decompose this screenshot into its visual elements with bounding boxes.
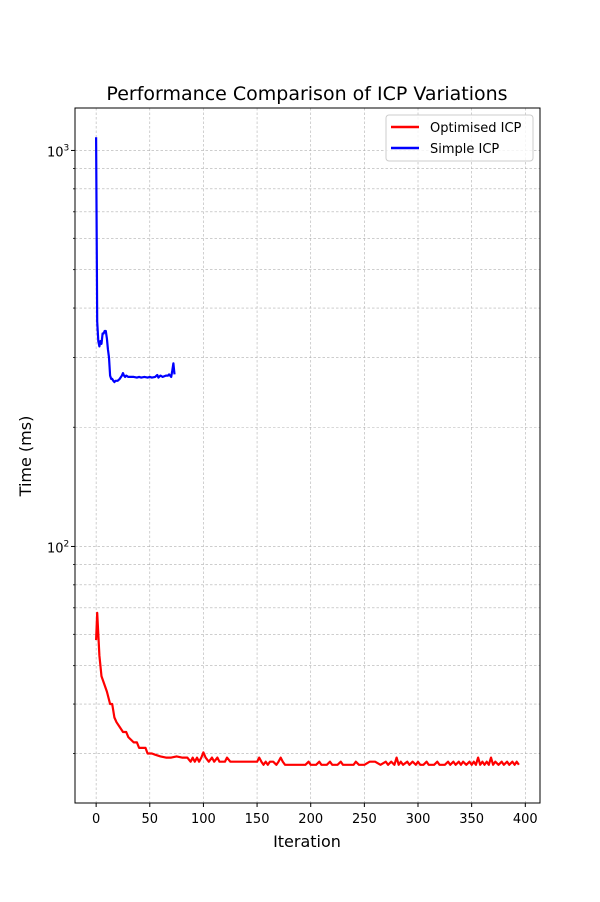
plot-frame xyxy=(74,107,541,804)
x-tick-label: 100 xyxy=(191,812,216,827)
x-tick-label: 50 xyxy=(142,812,159,827)
series-layer xyxy=(95,137,520,766)
x-axis: 0 50 100 150 200 250 300 350 400 xyxy=(92,803,538,827)
x-tick-label: 300 xyxy=(406,812,431,827)
x-tick-label: 150 xyxy=(245,812,270,827)
legend-box xyxy=(385,114,534,162)
legend: Optimised ICP Simple ICP xyxy=(385,114,534,162)
x-tick-label: 400 xyxy=(513,812,538,827)
x-tick-label: 250 xyxy=(352,812,377,827)
series-line-simple-icp xyxy=(95,137,176,384)
legend-label-simple-icp: Simple ICP xyxy=(430,142,499,157)
x-tick-label: 200 xyxy=(298,812,323,827)
y-tick-label: 102 xyxy=(47,539,69,556)
series-line-optimised-icp xyxy=(95,611,520,766)
grid xyxy=(75,108,540,803)
y-tick-label: 103 xyxy=(47,143,69,160)
y-axis-label: Time (ms) xyxy=(16,416,35,498)
x-tick-label: 350 xyxy=(459,812,484,827)
chart-title: Performance Comparison of ICP Variations xyxy=(106,83,507,105)
x-axis-label: Iteration xyxy=(273,832,341,851)
legend-label-optimised-icp: Optimised ICP xyxy=(430,121,522,136)
x-tick-label: 0 xyxy=(92,812,100,827)
y-axis: 102 103 xyxy=(47,143,75,754)
